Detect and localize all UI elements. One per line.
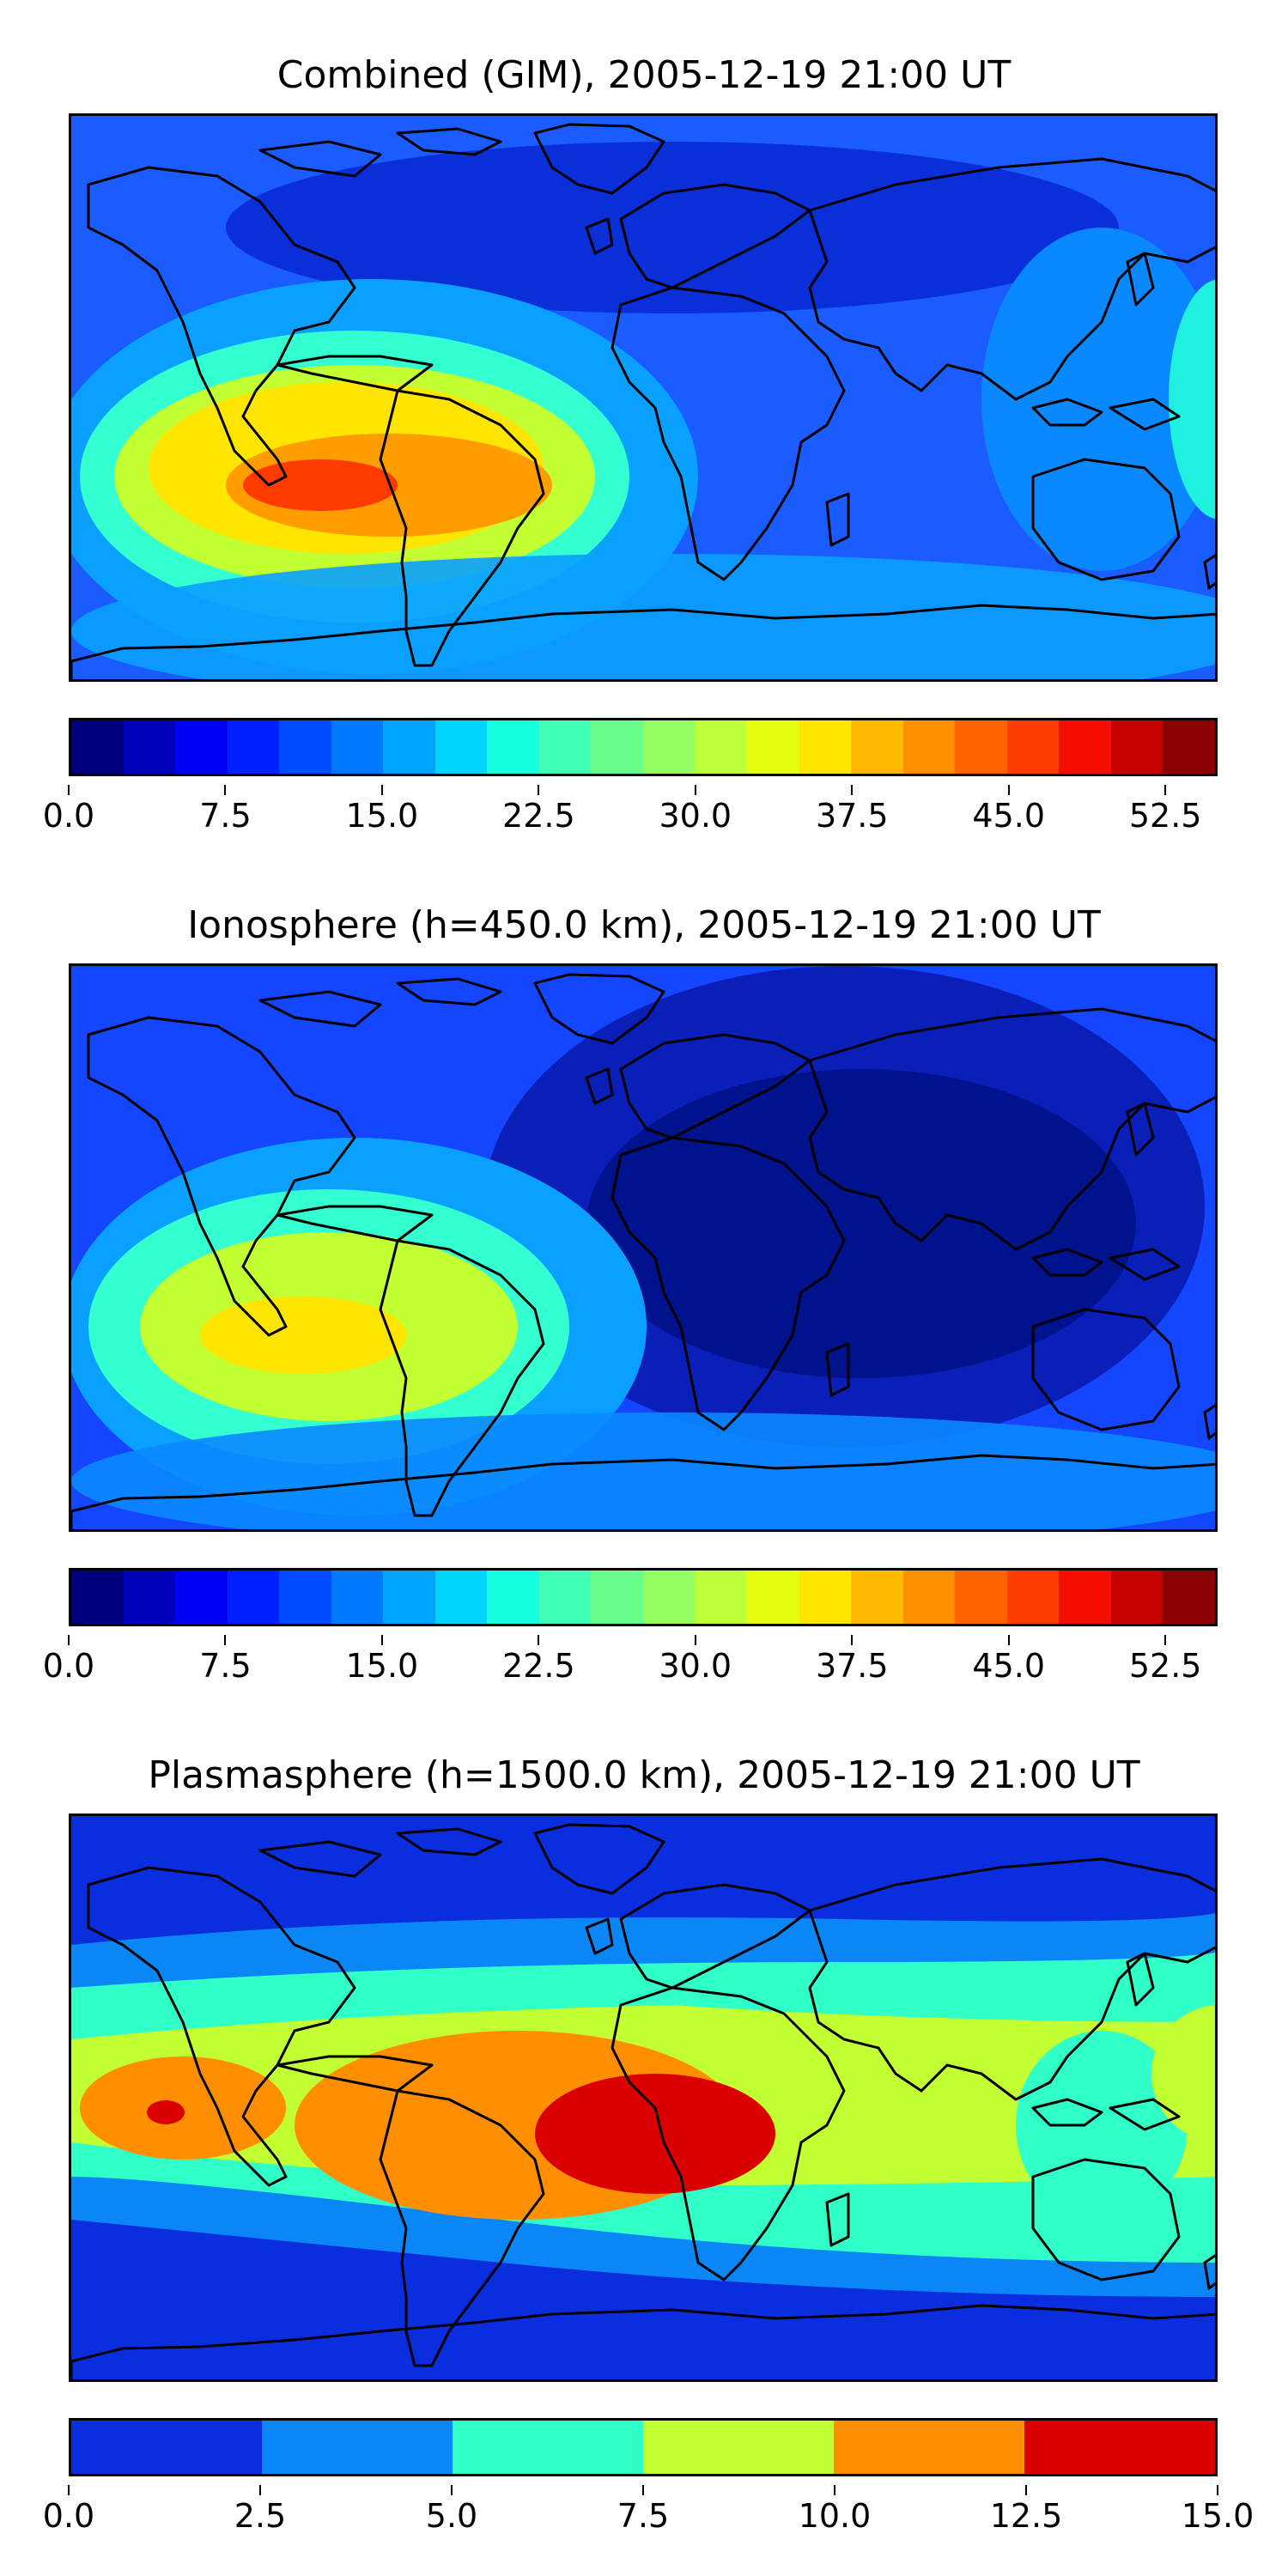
colorbar-tick-label: 30.0 bbox=[644, 1635, 747, 1685]
colorbar-swatch bbox=[851, 720, 903, 774]
colorbar-swatch bbox=[747, 720, 799, 774]
colorbar-tick-label: 22.5 bbox=[487, 785, 590, 835]
colorbar-swatch bbox=[71, 1571, 124, 1624]
colorbar-swatch bbox=[487, 720, 539, 774]
colorbar-swatch bbox=[591, 720, 644, 774]
colorbar-tick-label: 5.0 bbox=[400, 2485, 503, 2535]
colorbar-swatch bbox=[695, 1571, 748, 1624]
colorbar-swatch bbox=[955, 1571, 1007, 1624]
colorbar-tick-label: 52.5 bbox=[1114, 1635, 1217, 1685]
map-combined bbox=[69, 113, 1218, 682]
colorbar-swatch bbox=[71, 720, 124, 774]
colorbar-swatch bbox=[851, 1571, 903, 1624]
colorbar-swatch bbox=[1059, 720, 1111, 774]
colorbar-swatch bbox=[71, 2421, 262, 2474]
colorbar-ticks-combined: 0.0 7.5 15.0 22.5 30.0 37.5 45.0 52.5 bbox=[43, 785, 1218, 840]
colorbar-tick-label: 52.5 bbox=[1114, 785, 1217, 835]
colorbar-swatch bbox=[643, 720, 696, 774]
colorbar-tick-label: 7.5 bbox=[173, 785, 276, 835]
colorbar-tick-label: 45.0 bbox=[957, 785, 1060, 835]
colorbar-tick-label: 7.5 bbox=[173, 1635, 276, 1685]
colorbar-swatch bbox=[262, 2421, 453, 2474]
colorbar-swatch bbox=[538, 720, 592, 774]
colorbar-tick-label: 37.5 bbox=[800, 1635, 903, 1685]
colorbar-swatch bbox=[695, 720, 748, 774]
colorbar-swatch bbox=[1059, 1571, 1111, 1624]
colorbar-ionosphere bbox=[69, 1568, 1218, 1626]
colorbar-combined bbox=[69, 718, 1218, 776]
colorbar-swatch bbox=[902, 1571, 956, 1624]
colorbar-swatch bbox=[383, 1571, 435, 1624]
colorbar-swatch bbox=[453, 2421, 643, 2474]
colorbar-swatch bbox=[643, 2421, 834, 2474]
colorbar-swatch bbox=[1006, 1571, 1060, 1624]
colorbar-swatch bbox=[1006, 720, 1060, 774]
colorbar-swatch bbox=[434, 720, 488, 774]
panel-title-combined: Combined (GIM), 2005-12-19 21:00 UT bbox=[276, 53, 1012, 97]
colorbar-tick-label: 0.0 bbox=[17, 1635, 120, 1685]
colorbar-ticks-ionosphere: 0.0 7.5 15.0 22.5 30.0 37.5 45.0 52.5 bbox=[43, 1635, 1218, 1690]
colorbar-ticks-plasmasphere: 0.0 2.5 5.0 7.5 10.0 12.5 15.0 bbox=[43, 2485, 1254, 2540]
colorbar-swatch bbox=[799, 1571, 852, 1624]
colorbar-swatch bbox=[902, 720, 956, 774]
colorbar-tick-label: 0.0 bbox=[17, 2485, 120, 2535]
colorbar-swatch bbox=[487, 1571, 539, 1624]
colorbar-swatch bbox=[643, 1571, 696, 1624]
colorbar-tick-label: 22.5 bbox=[487, 1635, 590, 1685]
colorbar-tick-label: 15.0 bbox=[331, 1635, 434, 1685]
panel-title-ionosphere: Ionosphere (h=450.0 km), 2005-12-19 21:0… bbox=[187, 903, 1101, 947]
colorbar-swatch bbox=[331, 720, 384, 774]
colorbar-swatch bbox=[1024, 2421, 1215, 2474]
colorbar-tick-label: 37.5 bbox=[800, 785, 903, 835]
colorbar-swatch bbox=[279, 720, 331, 774]
map-ionosphere bbox=[69, 963, 1218, 1532]
colorbar-swatch bbox=[834, 2421, 1024, 2474]
colorbar-swatch bbox=[1110, 1571, 1163, 1624]
colorbar-tick-label: 0.0 bbox=[17, 785, 120, 835]
colorbar-tick-label: 2.5 bbox=[209, 2485, 312, 2535]
colorbar-swatch bbox=[227, 720, 280, 774]
colorbar-swatch bbox=[955, 720, 1007, 774]
colorbar-swatch bbox=[227, 1571, 280, 1624]
colorbar-tick-label: 15.0 bbox=[331, 785, 434, 835]
colorbar-swatch bbox=[1163, 1571, 1215, 1624]
colorbar-swatch bbox=[331, 1571, 384, 1624]
colorbar-swatch bbox=[434, 1571, 488, 1624]
colorbar-tick-label: 10.0 bbox=[783, 2485, 886, 2535]
colorbar-swatch bbox=[279, 1571, 331, 1624]
panel-title-plasmasphere: Plasmasphere (h=1500.0 km), 2005-12-19 2… bbox=[148, 1753, 1140, 1797]
colorbar-swatch bbox=[1110, 720, 1163, 774]
colorbar-swatch bbox=[799, 720, 852, 774]
colorbar-swatch bbox=[175, 720, 228, 774]
colorbar-tick-label: 45.0 bbox=[957, 1635, 1060, 1685]
colorbar-tick-label: 15.0 bbox=[1166, 2485, 1269, 2535]
colorbar-swatch bbox=[538, 1571, 592, 1624]
colorbar-plasmasphere bbox=[69, 2418, 1218, 2476]
colorbar-swatch bbox=[175, 1571, 228, 1624]
colorbar-swatch bbox=[591, 1571, 644, 1624]
colorbar-tick-label: 12.5 bbox=[975, 2485, 1078, 2535]
colorbar-swatch bbox=[123, 720, 176, 774]
map-plasmasphere bbox=[69, 1814, 1218, 2382]
colorbar-swatch bbox=[383, 720, 435, 774]
colorbar-swatch bbox=[123, 1571, 176, 1624]
colorbar-swatch bbox=[1163, 720, 1215, 774]
colorbar-swatch bbox=[747, 1571, 799, 1624]
colorbar-tick-label: 30.0 bbox=[644, 785, 747, 835]
colorbar-tick-label: 7.5 bbox=[592, 2485, 695, 2535]
